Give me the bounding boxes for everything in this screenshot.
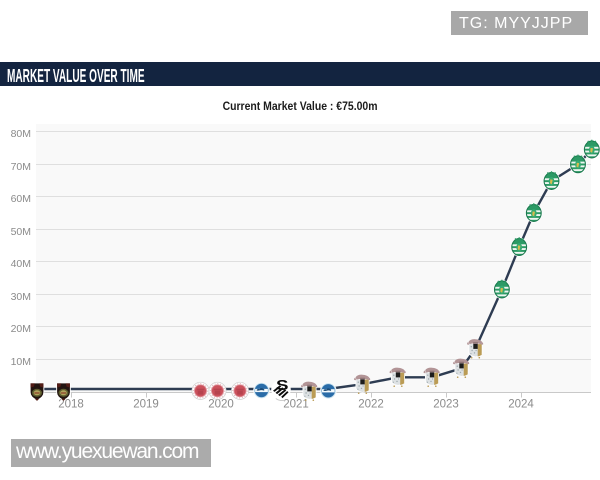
svg-text:70M: 70M	[11, 161, 31, 173]
svg-text:2021: 2021	[283, 399, 309, 411]
svg-text:2023: 2023	[433, 399, 459, 411]
svg-text:2024: 2024	[508, 399, 534, 411]
svg-text:2020: 2020	[208, 399, 234, 411]
svg-text:60M: 60M	[11, 193, 31, 205]
svg-text:2018: 2018	[58, 399, 84, 411]
svg-text:2019: 2019	[133, 399, 159, 411]
svg-text:20M: 20M	[11, 323, 31, 335]
svg-text:50M: 50M	[11, 226, 31, 238]
svg-text:10M: 10M	[11, 356, 31, 368]
svg-text:80M: 80M	[11, 128, 31, 140]
svg-text:2022: 2022	[358, 399, 384, 411]
svg-text:40M: 40M	[11, 258, 31, 270]
svg-text:30M: 30M	[11, 291, 31, 303]
